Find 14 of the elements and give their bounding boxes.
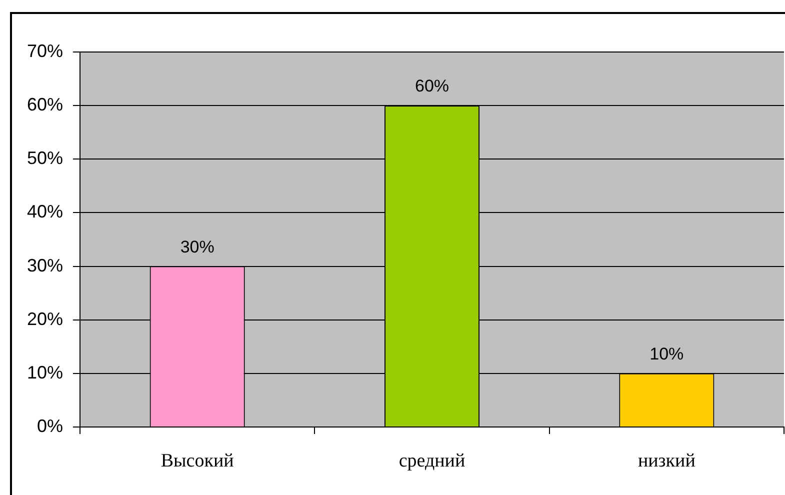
x-tick-label: средний — [398, 450, 466, 472]
x-tick-label: Высокий — [160, 450, 234, 472]
x-tick-label: низкий — [638, 450, 696, 472]
y-tick-label: 10% — [26, 362, 63, 382]
y-tick-label: 70% — [26, 40, 63, 61]
y-tick-label: 0% — [36, 416, 63, 436]
y-tick-label: 60% — [26, 94, 63, 115]
data-label: 30% — [180, 237, 214, 256]
y-tick-label: 20% — [26, 308, 63, 329]
data-label: 10% — [650, 344, 684, 364]
y-tick-label: 40% — [26, 202, 63, 222]
y-tick-label: 30% — [26, 255, 63, 276]
data-label: 60% — [414, 76, 450, 96]
y-tick-label: 50% — [26, 148, 63, 168]
